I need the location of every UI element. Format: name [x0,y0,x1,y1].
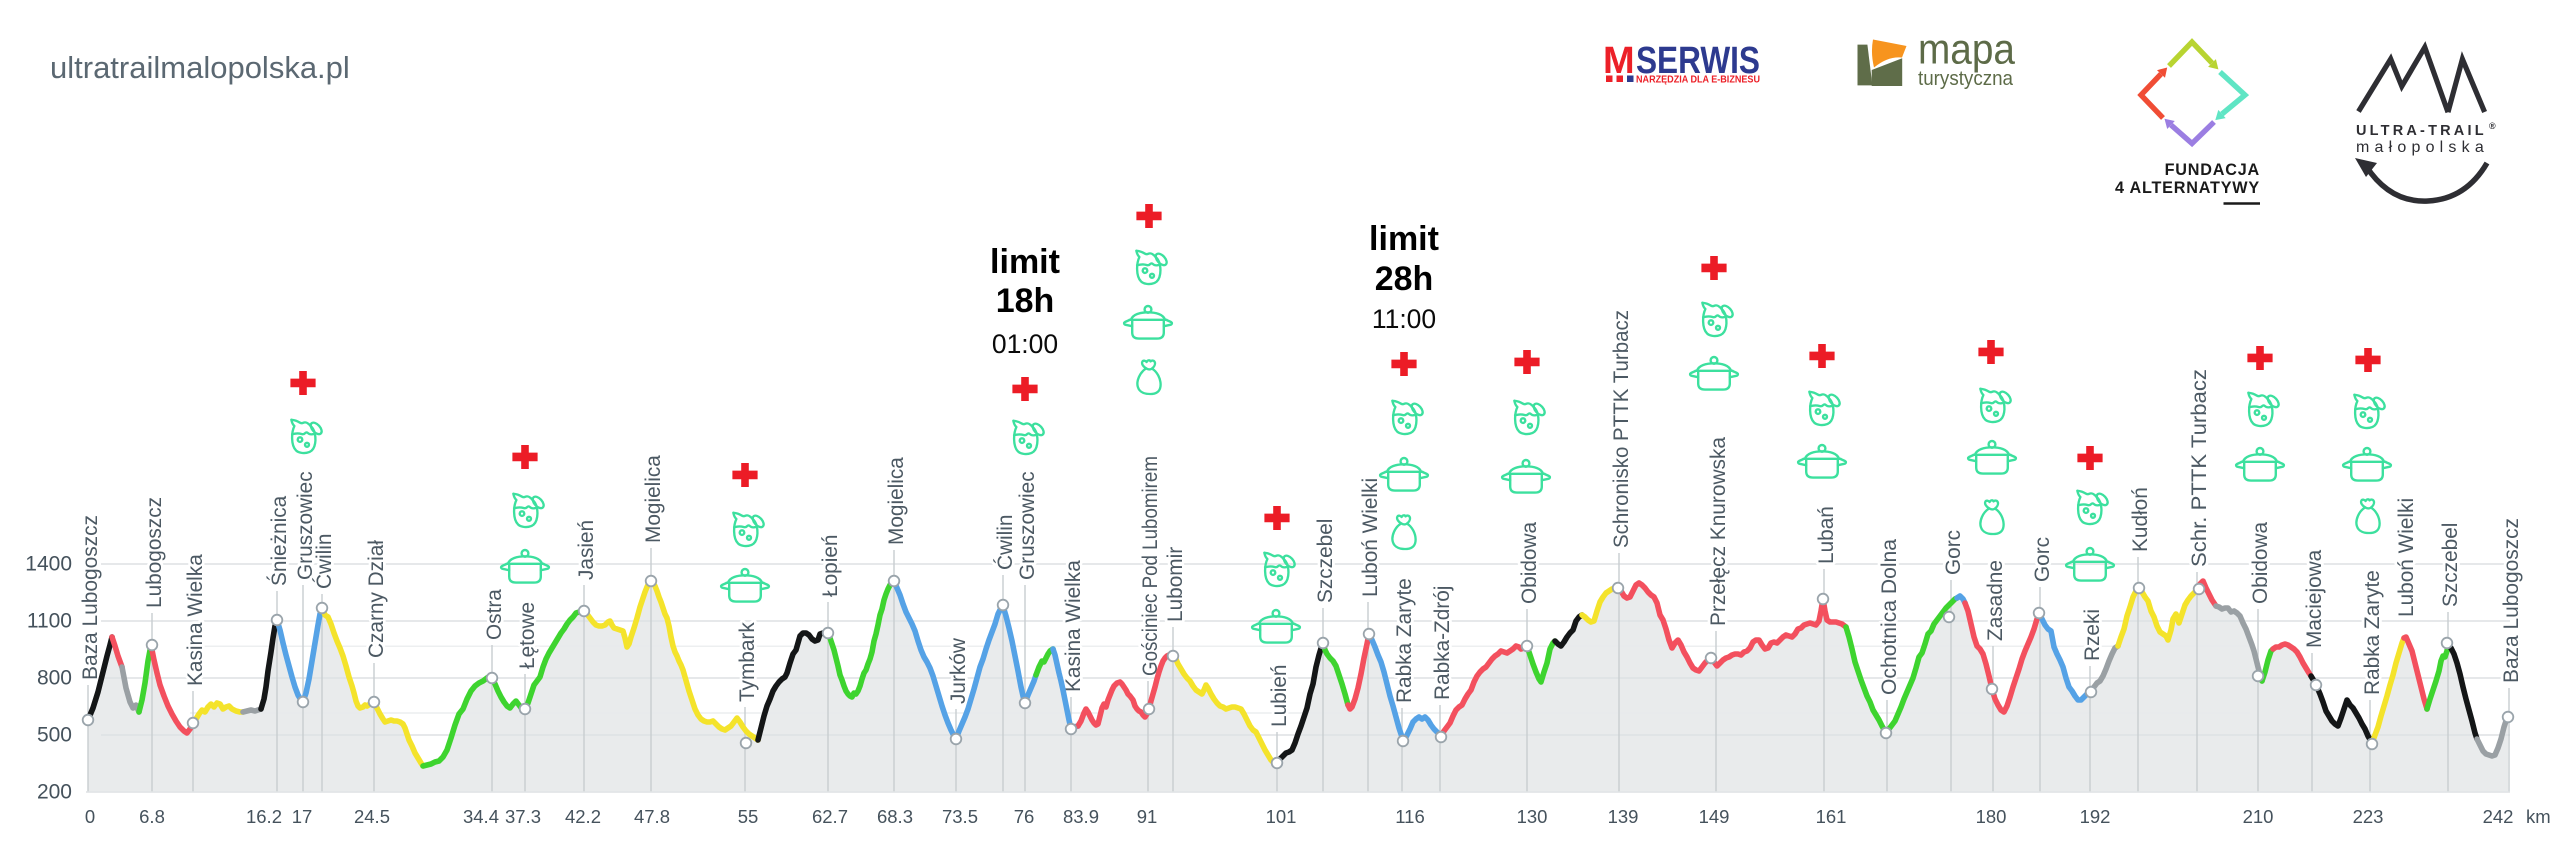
svg-text:1100: 1100 [27,610,72,633]
svg-text:Gorc: Gorc [1942,530,1965,575]
svg-text:Kudłoń: Kudłoń [2129,487,2152,552]
svg-text:18h: 18h [996,282,1055,320]
svg-text:Ochotnica Dolna: Ochotnica Dolna [1878,539,1901,695]
svg-text:62.7: 62.7 [812,806,848,827]
svg-text:Szczebel: Szczebel [2439,523,2462,607]
svg-text:242: 242 [2483,806,2514,827]
svg-text:Przełęcz Knurowska: Przełęcz Knurowska [1707,437,1730,626]
svg-text:68.3: 68.3 [877,806,913,827]
svg-text:1400: 1400 [25,553,72,576]
svg-text:Jasień: Jasień [575,520,598,580]
svg-text:Obidowa: Obidowa [2249,521,2272,604]
svg-text:Ćwilin: Ćwilin [313,534,336,589]
svg-text:małopolska: małopolska [2356,139,2489,156]
svg-text:73.5: 73.5 [942,806,978,827]
svg-text:Lubomir: Lubomir [1164,547,1187,622]
svg-text:ultratrailmalopolska.pl: ultratrailmalopolska.pl [50,50,350,85]
svg-text:Obidowa: Obidowa [1518,521,1541,604]
svg-text:Rzeki: Rzeki [2081,609,2104,661]
svg-text:Śnieżnica: Śnieżnica [267,495,291,586]
svg-text:Rabka-Zdrój: Rabka-Zdrój [1431,586,1454,700]
svg-text:km: km [2526,806,2551,827]
svg-text:800: 800 [37,667,72,690]
svg-text:192: 192 [2080,806,2111,827]
svg-text:Lubogoszcz: Lubogoszcz [143,497,166,608]
svg-text:24.5: 24.5 [354,806,390,827]
svg-text:Kasina Wielka: Kasina Wielka [1062,560,1085,692]
svg-text:55: 55 [738,806,759,827]
svg-text:Kasina Wielka: Kasina Wielka [184,554,207,686]
svg-text:180: 180 [1976,806,2007,827]
svg-text:SERWIS: SERWIS [1636,40,1760,82]
svg-text:Gorc: Gorc [2031,537,2054,582]
svg-text:limit: limit [1369,220,1439,258]
svg-text:Mogielica: Mogielica [642,455,665,543]
svg-text:37.3: 37.3 [505,806,541,827]
svg-text:101: 101 [1266,806,1297,827]
svg-text:17: 17 [292,806,313,827]
svg-text:Tymbark: Tymbark [736,622,759,702]
svg-text:01:00: 01:00 [992,329,1058,359]
svg-text:limit: limit [990,243,1060,281]
svg-text:161: 161 [1816,806,1847,827]
svg-text:Mogielica: Mogielica [885,457,908,545]
svg-text:500: 500 [37,724,72,747]
svg-text:®: ® [2489,121,2496,131]
svg-text:200: 200 [37,781,72,804]
svg-text:Schr. PTTK Turbacz: Schr. PTTK Turbacz [2188,369,2211,567]
svg-text:Czarny Dział: Czarny Dział [365,540,388,658]
svg-text:Luboń Wielki: Luboń Wielki [2395,498,2418,617]
svg-text:Lubień: Lubień [1268,665,1291,727]
svg-text:Baza Lubogoszcz: Baza Lubogoszcz [79,515,102,680]
svg-text:Rabka Zaryte: Rabka Zaryte [2361,570,2384,695]
svg-text:47.8: 47.8 [634,806,670,827]
svg-text:149: 149 [1699,806,1730,827]
svg-text:Rabka Zaryte: Rabka Zaryte [1393,578,1416,703]
svg-text:Maciejowa: Maciejowa [2303,549,2326,648]
svg-text:0: 0 [85,806,95,827]
svg-text:Luboń Wielki: Luboń Wielki [1359,478,1382,597]
svg-text:116: 116 [1395,806,1425,827]
svg-text:28h: 28h [1375,260,1434,298]
svg-text:6.8: 6.8 [139,806,165,827]
svg-text:FUNDACJA: FUNDACJA [2165,161,2260,179]
svg-text:Gruszowiec: Gruszowiec [294,471,317,580]
svg-text:Lubań: Lubań [1815,506,1838,564]
svg-text:turystyczna: turystyczna [1918,67,2014,90]
svg-text:Łopień: Łopień [819,535,842,597]
svg-text:ULTRA-TRAIL: ULTRA-TRAIL [2356,123,2487,139]
svg-text:mapa: mapa [1918,26,2015,74]
svg-text:Ostra: Ostra [483,589,506,640]
svg-text:NARZĘDZIA DLA E-BIZNESU: NARZĘDZIA DLA E-BIZNESU [1636,74,1760,86]
svg-text:Łętowe: Łętowe [516,602,539,669]
svg-text:223: 223 [2353,806,2384,827]
svg-text:Jurków: Jurków [947,637,970,704]
svg-text:139: 139 [1608,806,1639,827]
svg-text:11:00: 11:00 [1372,304,1436,334]
svg-text:130: 130 [1517,806,1548,827]
svg-text:83.9: 83.9 [1063,806,1099,827]
svg-text:210: 210 [2243,806,2274,827]
svg-text:M: M [1603,40,1635,82]
svg-text:76: 76 [1014,806,1035,827]
svg-text:4 ALTERNATYWY: 4 ALTERNATYWY [2115,179,2260,197]
svg-text:Gościniec Pod Lubomirem: Gościniec Pod Lubomirem [1139,456,1162,676]
svg-text:Gruszowiec: Gruszowiec [1016,471,1039,580]
svg-text:42.2: 42.2 [565,806,601,827]
svg-text:Baza Lubogoszcz: Baza Lubogoszcz [2500,518,2523,683]
svg-text:91: 91 [1137,806,1158,827]
svg-text:Szczebel: Szczebel [1314,519,1337,603]
svg-text:16.2: 16.2 [246,806,282,827]
svg-text:Schronisko PTTK Turbacz: Schronisko PTTK Turbacz [1610,310,1633,548]
svg-text:Zasadne: Zasadne [1984,560,2007,641]
svg-text:34.4: 34.4 [463,806,499,827]
svg-text:Ćwilin: Ćwilin [994,515,1017,570]
